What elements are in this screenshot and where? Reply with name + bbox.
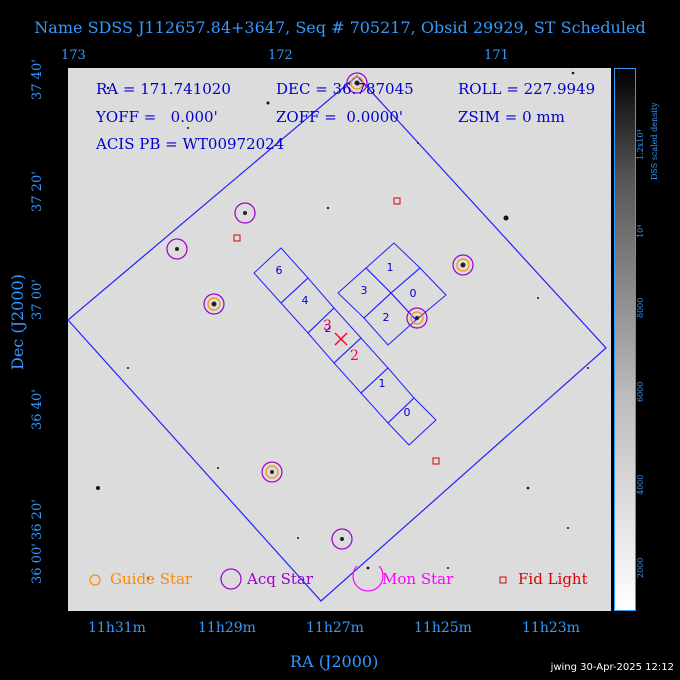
ccd-label: 0 xyxy=(410,287,417,300)
x-tick-label: 11h31m xyxy=(88,620,146,636)
guide-star-icon xyxy=(90,575,100,585)
y-tick-label: 36 00' xyxy=(30,543,45,584)
y-tick-label: 37 40' xyxy=(30,59,45,100)
chart-title: Name SDSS J112657.84+3647, Seq # 705217,… xyxy=(0,18,680,37)
param-zoff: ZOFF = 0.0000' xyxy=(276,108,403,126)
y-axis-label: Dec (J2000) xyxy=(8,274,27,370)
legend-fid-light: Fid Light xyxy=(518,570,588,588)
legend-mon-star: Mon Star xyxy=(382,570,453,588)
mon-star-icon xyxy=(353,566,383,591)
colorbar-tick: 10⁴ xyxy=(636,225,645,238)
colorbar-tick: 6000 xyxy=(636,382,645,402)
sky-image-panel[interactable]: 6 4 3 1 2 0 2 1 0 3 2 xyxy=(68,68,611,611)
y-tick-label: 36 20' xyxy=(30,499,45,540)
colorbar-tick: 4000 xyxy=(636,475,645,495)
x-tick-label: 11h25m xyxy=(414,620,472,636)
ccd-label: 1 xyxy=(387,261,394,274)
colorbar-tick: 8000 xyxy=(636,298,645,318)
colorbar-tick: 2000 xyxy=(636,558,645,578)
sim-marker-3: 3 xyxy=(323,318,332,334)
param-zsim: ZSIM = 0 mm xyxy=(458,108,565,126)
density-colorbar xyxy=(614,68,636,611)
sim-marker-2: 2 xyxy=(350,348,359,364)
footer-stamp: jwing 30-Apr-2025 12:12 xyxy=(551,662,674,673)
acq-star-icon xyxy=(221,569,241,589)
param-ra: RA = 171.741020 xyxy=(96,80,231,98)
fid-light-icon xyxy=(500,577,506,583)
param-roll: ROLL = 227.9949 xyxy=(458,80,595,98)
x-tick-label: 11h27m xyxy=(306,620,364,636)
param-dec: DEC = 36.787045 xyxy=(276,80,414,98)
ccd-label: 2 xyxy=(383,311,390,324)
param-yoff: YOFF = 0.000' xyxy=(96,108,218,126)
y-tick-label: 37 00' xyxy=(30,279,45,320)
top-tick-label: 172 xyxy=(268,48,293,63)
top-tick-label: 173 xyxy=(61,48,86,63)
ccd-label: 3 xyxy=(361,284,368,297)
colorbar-tick: 1.2x10⁴ xyxy=(636,129,645,160)
colorbar-title: DSS scaled density xyxy=(650,103,659,181)
legend-guide-star: Guide Star xyxy=(110,570,192,588)
x-axis-label: RA (J2000) xyxy=(290,652,378,671)
ccd-label: 6 xyxy=(276,264,283,277)
ccd-label: 4 xyxy=(302,294,309,307)
top-tick-label: 171 xyxy=(484,48,509,63)
x-tick-label: 11h29m xyxy=(198,620,256,636)
ccd-label: 0 xyxy=(404,406,411,419)
param-acis: ACIS PB = WT00972024 xyxy=(96,135,284,153)
y-tick-label: 37 20' xyxy=(30,171,45,212)
y-tick-label: 36 40' xyxy=(30,389,45,430)
ccd-label: 1 xyxy=(379,377,386,390)
legend-acq-star: Acq Star xyxy=(247,570,313,588)
x-tick-label: 11h23m xyxy=(522,620,580,636)
